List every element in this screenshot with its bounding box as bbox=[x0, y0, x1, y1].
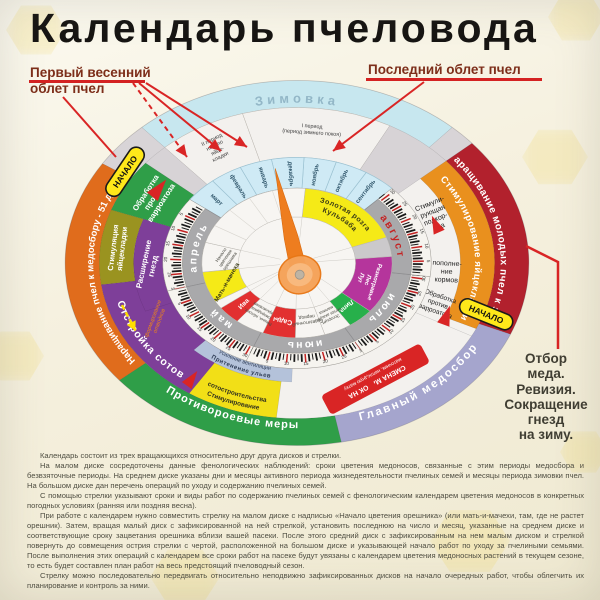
svg-text:5: 5 bbox=[265, 358, 269, 364]
svg-text:30: 30 bbox=[421, 276, 427, 282]
honeycomb-decoration bbox=[430, 509, 510, 573]
svg-text:30: 30 bbox=[389, 188, 396, 195]
svg-text:ноябрь: ноябрь bbox=[310, 163, 321, 186]
callout-arrows bbox=[62, 81, 560, 349]
months-ring: сентябрьоктябрьноябрьдекабрьянварьфеврал… bbox=[162, 157, 432, 369]
svg-text:25: 25 bbox=[416, 290, 422, 297]
svg-text:декабрь: декабрь bbox=[286, 161, 295, 187]
svg-text:10: 10 bbox=[284, 361, 290, 366]
svg-text:Сады: Сады bbox=[273, 315, 293, 326]
footer-text: Календарь состоит из трех вращающихся от… bbox=[27, 451, 584, 591]
label-last-flight: Последний облет пчел bbox=[368, 62, 521, 77]
svg-text:10: 10 bbox=[185, 313, 192, 320]
svg-text:10: 10 bbox=[170, 225, 177, 232]
svg-text:5: 5 bbox=[375, 339, 380, 345]
svg-text:20: 20 bbox=[210, 336, 217, 343]
svg-text:10: 10 bbox=[388, 328, 395, 335]
svg-text:20: 20 bbox=[411, 213, 418, 220]
svg-text:25: 25 bbox=[401, 200, 408, 207]
svg-text:30: 30 bbox=[242, 352, 249, 359]
svg-text:15: 15 bbox=[165, 240, 171, 246]
svg-text:5: 5 bbox=[178, 211, 184, 216]
svg-text:25: 25 bbox=[341, 353, 348, 360]
svg-text:20: 20 bbox=[163, 256, 168, 262]
svg-text:Безвзяточныйпериод: Безвзяточныйпериод bbox=[291, 311, 324, 328]
label-first-spring-flight: Первый весенний облет пчел bbox=[30, 65, 200, 97]
ring-arrows bbox=[120, 179, 450, 394]
svg-text:июнь: июнь bbox=[285, 337, 323, 351]
svg-text:5: 5 bbox=[426, 260, 431, 263]
svg-text:20: 20 bbox=[322, 358, 329, 364]
svg-text:5: 5 bbox=[177, 302, 183, 307]
svg-text:15: 15 bbox=[399, 316, 406, 323]
svg-text:Зимовка: Зимовка bbox=[254, 91, 340, 109]
svg-text:25: 25 bbox=[167, 272, 173, 278]
callout-underline bbox=[29, 80, 145, 83]
operations-ring: Стимулирование яйцекладкиОтстройка сотов… bbox=[99, 107, 495, 419]
svg-text:15: 15 bbox=[303, 361, 309, 366]
callout-underline bbox=[366, 78, 542, 81]
svg-text:15: 15 bbox=[419, 228, 425, 235]
pointer-arrow bbox=[274, 168, 322, 295]
label-first-line1: Первый весенний bbox=[30, 65, 151, 80]
svg-text:пополне-ниекормов: пополне-ниекормов bbox=[431, 260, 462, 285]
page-title: Календарь пчеловода bbox=[30, 5, 539, 51]
svg-text:I период(период зимнего покоя): I период(период зимнего покоя) bbox=[282, 122, 342, 138]
label-first-line2: облет пчел bbox=[30, 80, 105, 96]
svg-text:20: 20 bbox=[409, 303, 416, 310]
svg-text:25: 25 bbox=[225, 345, 232, 352]
svg-text:15: 15 bbox=[196, 325, 203, 332]
svg-text:10: 10 bbox=[424, 243, 430, 249]
harvest-note: Отбор меда. Ревизия. Сокращение гнезд на зиму… bbox=[504, 351, 588, 443]
